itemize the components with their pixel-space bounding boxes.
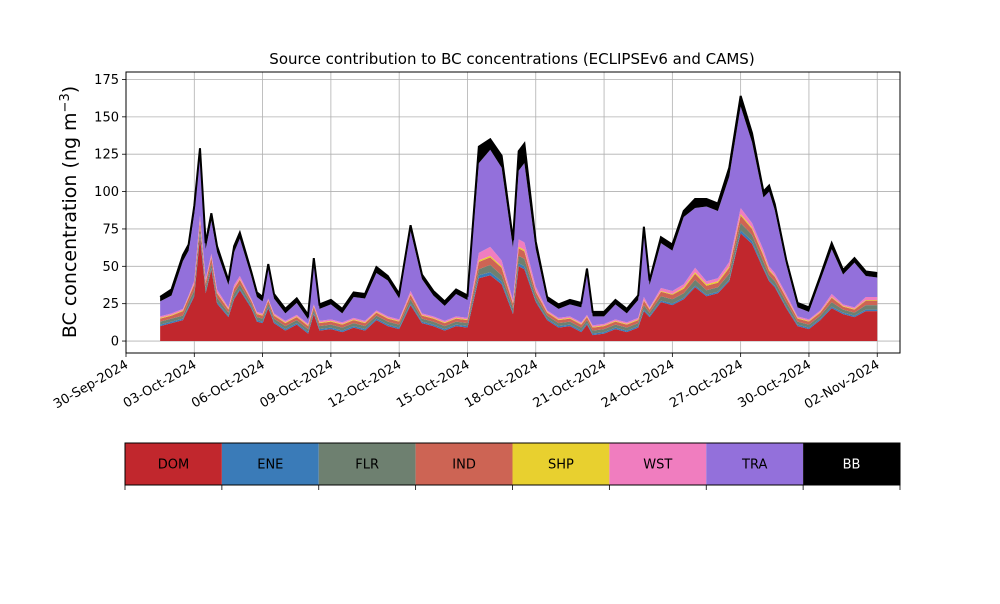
y-tick-label: 100 [94, 185, 119, 200]
y-axis-ticks: 0 25 50 75 100 125 150 175 [94, 73, 126, 350]
legend-swatch-tra [706, 443, 804, 485]
y-axis-label-superscript: −3 [58, 93, 73, 112]
legend-swatch-bb [803, 443, 900, 485]
legend-swatch-shp [512, 443, 610, 485]
area-tra [160, 106, 878, 326]
y-tick-label: 175 [94, 73, 119, 88]
legend-swatch-wst [609, 443, 707, 485]
area-dom [160, 233, 878, 342]
y-axis-label: BC concentration (ng m−3) [58, 86, 82, 338]
legend-colorbar: DOM ENE FLR IND SHP WST TRA BB [124, 442, 901, 490]
legend-label-flr: FLR [355, 458, 379, 473]
legend-swatch-ind [415, 443, 513, 485]
y-tick-label: 50 [102, 260, 119, 275]
legend-label-wst: WST [643, 458, 672, 473]
y-tick-label: 0 [111, 335, 119, 350]
legend-swatch-dom [125, 443, 222, 485]
legend-swatch-flr [318, 443, 416, 485]
total-line [159, 95, 878, 318]
legend-label-dom: DOM [158, 458, 189, 473]
y-tick-label: 150 [94, 110, 119, 125]
legend-label-ene: ENE [257, 458, 283, 473]
total-outline [159, 95, 878, 318]
stacked-areas [160, 95, 878, 342]
y-tick-label: 125 [94, 148, 119, 163]
y-tick-label: 75 [102, 222, 119, 237]
y-tick-label: 25 [102, 297, 119, 312]
legend-label-shp: SHP [548, 458, 574, 473]
legend-label-tra: TRA [741, 458, 767, 473]
plot-frame [125, 71, 901, 354]
legend-label-ind: IND [452, 458, 476, 473]
chart-title: Source contribution to BC concentrations… [269, 50, 754, 68]
legend-label-bb: BB [843, 458, 861, 473]
legend-swatch-ene [221, 443, 319, 485]
y-axis-label-close: ) [59, 86, 81, 93]
y-axis-label-text: BC concentration (ng m [59, 112, 81, 338]
